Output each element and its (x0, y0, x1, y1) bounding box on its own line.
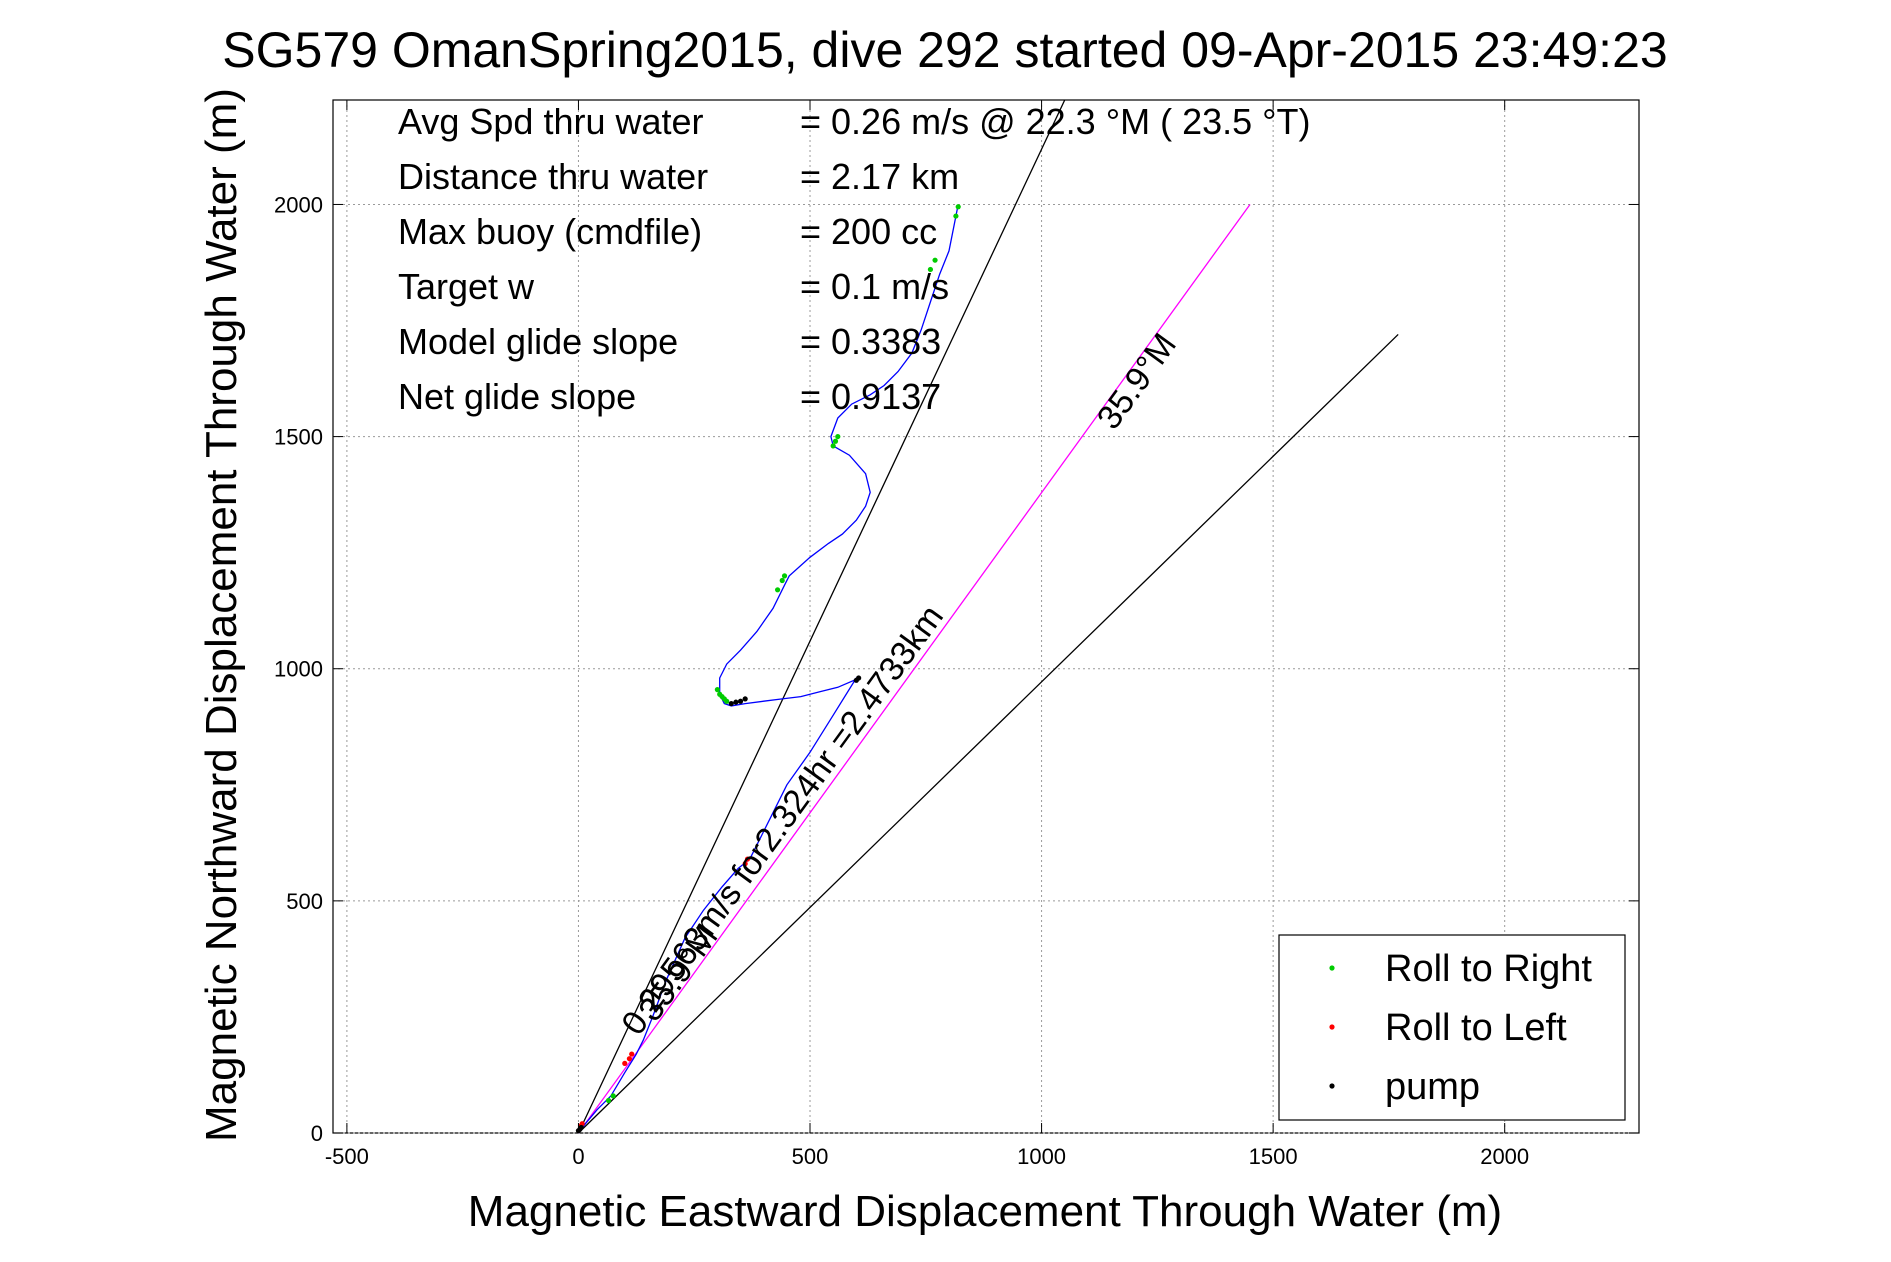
legend-box (1278, 934, 1626, 1121)
point-roll-to-right (955, 204, 961, 210)
point-roll-to-left (626, 1056, 632, 1062)
legend-marker (1329, 1024, 1335, 1030)
x-tick-label: 1000 (1017, 1144, 1066, 1169)
point-roll-to-right (830, 443, 836, 449)
chart-title: SG579 OmanSpring2015, dive 292 started 0… (222, 22, 1667, 78)
y-tick-label: 500 (286, 889, 323, 914)
point-pump (742, 696, 748, 702)
y-axis-label: Magnetic Northward Displacement Through … (197, 88, 246, 1142)
x-tick-label: 2000 (1480, 1144, 1529, 1169)
info-label: Distance thru water (398, 156, 708, 197)
info-value: = 0.3383 (800, 321, 941, 362)
y-tick-label: 0 (311, 1121, 323, 1146)
info-label: Max buoy (cmdfile) (398, 211, 702, 252)
info-label: Target w (398, 266, 535, 307)
point-pump (737, 698, 744, 704)
legend-label: Roll to Left (1385, 1007, 1567, 1049)
x-tick-label: -500 (325, 1144, 369, 1169)
point-roll-to-right (781, 573, 788, 579)
point-roll-to-right (774, 587, 781, 593)
x-axis-label: Magnetic Eastward Displacement Through W… (468, 1187, 1502, 1236)
y-tick-label: 1000 (274, 657, 323, 682)
info-value: = 2.17 km (800, 156, 959, 197)
point-roll-to-right (610, 1093, 616, 1099)
legend-marker (1329, 965, 1335, 971)
point-roll-to-left (742, 861, 748, 867)
legend-label: Roll to Right (1385, 948, 1592, 990)
reference-line-course (577, 204, 1251, 1134)
info-value: = 0.26 m/s @ 22.3 °M ( 23.5 °T) (800, 101, 1311, 142)
info-value: = 200 cc (800, 211, 937, 252)
point-pump (728, 700, 734, 707)
legend-marker (1329, 1083, 1335, 1089)
point-roll-to-right (605, 1097, 612, 1104)
info-label: Avg Spd thru water (398, 101, 704, 142)
point-roll-to-right (932, 257, 938, 263)
point-roll-to-right (927, 266, 934, 273)
legend-label: pump (1385, 1066, 1480, 1108)
info-label: Net glide slope (398, 376, 636, 417)
point-roll-to-right (832, 438, 839, 444)
point-roll-to-right (714, 687, 720, 693)
info-value: = 0.9137 (800, 376, 941, 417)
info-label: Model glide slope (398, 321, 678, 362)
reference-lines (577, 99, 1399, 1134)
point-roll-to-left (744, 856, 751, 862)
x-tick-label: 1500 (1249, 1144, 1298, 1169)
x-tick-label: 0 (572, 1144, 584, 1169)
point-pump (578, 1124, 584, 1131)
point-pump (733, 699, 739, 705)
point-roll-to-right (779, 577, 785, 584)
grid (333, 100, 1639, 1134)
data-points (575, 204, 961, 1134)
point-roll-to-right (953, 213, 959, 219)
y-tick-label: 1500 (274, 425, 323, 450)
point-roll-to-right (724, 698, 730, 704)
x-tick-label: 500 (792, 1144, 829, 1169)
point-pump (856, 675, 862, 681)
legend: Roll to Right Roll to Left pump (1278, 934, 1626, 1121)
point-roll-to-left (629, 1051, 635, 1057)
point-roll-to-left (622, 1060, 628, 1066)
info-value: = 0.1 m/s (800, 266, 949, 307)
info-block: Avg Spd thru water = 0.26 m/s @ 22.3 °M (… (398, 101, 1311, 417)
y-tick-label: 2000 (274, 192, 323, 217)
reference-line-upper (577, 99, 1066, 1134)
reference-line-lower (578, 333, 1399, 1134)
point-roll-to-right (835, 433, 841, 440)
